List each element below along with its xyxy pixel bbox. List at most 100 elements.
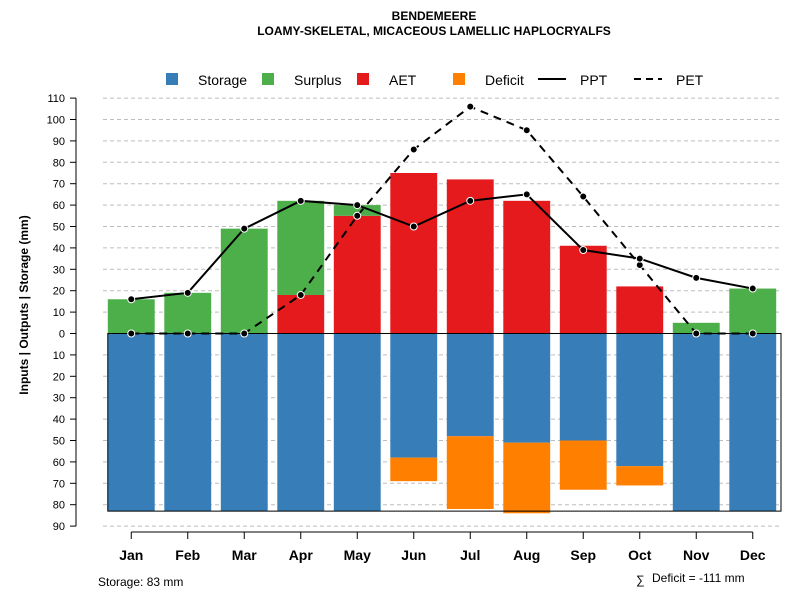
y-tick-label: 20 xyxy=(53,286,65,298)
bar-surplus xyxy=(220,228,268,334)
y-tick-label: 20 xyxy=(53,371,65,383)
bar-storage xyxy=(107,333,155,512)
bar-surplus xyxy=(672,322,720,334)
bar-deficit xyxy=(559,440,607,490)
ppt-point xyxy=(296,196,305,205)
y-axis-label: Inputs | Outputs | Storage (mm) xyxy=(17,215,31,394)
y-tick-label: 40 xyxy=(53,243,65,255)
bar-aet xyxy=(559,245,607,334)
bar-deficit xyxy=(616,466,664,486)
legend-label-surplus: Surplus xyxy=(294,72,341,88)
bar-aet xyxy=(503,200,551,334)
pet-point xyxy=(296,290,305,299)
x-tick-label: Jun xyxy=(401,547,426,563)
pet-point xyxy=(466,102,475,111)
legend-label-storage: Storage xyxy=(198,72,247,88)
ppt-point xyxy=(353,201,362,210)
y-tick-label: 70 xyxy=(53,478,65,490)
bar-surplus xyxy=(107,299,155,334)
bar-aet xyxy=(446,179,494,334)
pet-point xyxy=(353,211,362,220)
gridlines xyxy=(103,97,781,527)
bar-aet xyxy=(333,215,381,334)
pet-point xyxy=(183,329,192,338)
bar-deficit xyxy=(446,436,494,509)
y-tick-label: 90 xyxy=(53,521,65,533)
bar-surplus xyxy=(333,205,381,216)
bar-aet xyxy=(390,173,438,334)
y-tick-label: 50 xyxy=(53,436,65,448)
y-tick-label: 30 xyxy=(53,264,65,276)
chart-subtitle: LOAMY-SKELETAL, MICACEOUS LAMELLIC HAPLO… xyxy=(257,24,611,38)
ppt-point xyxy=(635,254,644,263)
pet-point xyxy=(409,145,418,154)
bar-storage xyxy=(503,333,551,443)
y-tick-label: 100 xyxy=(47,115,65,127)
bar-storage xyxy=(672,333,720,512)
x-tick-label: Nov xyxy=(683,547,710,563)
y-tick-label: 60 xyxy=(53,200,65,212)
bar-storage xyxy=(446,333,494,437)
pet-point xyxy=(240,329,249,338)
bar-deficit xyxy=(503,442,551,514)
pet-point xyxy=(692,329,701,338)
legend-swatch-deficit xyxy=(453,73,465,85)
chart-title: BENDEMEERE xyxy=(392,9,477,23)
y-tick-label: 110 xyxy=(47,93,65,105)
pet-point xyxy=(748,329,757,338)
bar-surplus xyxy=(277,200,325,295)
ppt-point xyxy=(409,222,418,231)
legend-label-pet: PET xyxy=(676,72,704,88)
y-tick-label: 70 xyxy=(53,179,65,191)
x-tick-label: Sep xyxy=(570,547,596,563)
y-tick-label: 10 xyxy=(53,350,65,362)
legend-label-deficit: Deficit xyxy=(485,72,524,88)
ppt-point xyxy=(748,284,757,293)
y-tick-label: 80 xyxy=(53,157,65,169)
ppt-point xyxy=(692,273,701,282)
x-tick-label: Feb xyxy=(175,547,200,563)
y-axis: 1101009080706050403020100102030405060708… xyxy=(47,93,77,533)
pet-point xyxy=(579,192,588,201)
legend-swatch-storage xyxy=(166,73,178,85)
legend: Storage Surplus AET Deficit PPT PET xyxy=(166,72,704,88)
legend-swatch-surplus xyxy=(262,73,274,85)
bar-storage xyxy=(333,333,381,512)
bar-storage xyxy=(390,333,438,458)
y-tick-label: 30 xyxy=(53,393,65,405)
bar-storage xyxy=(277,333,325,512)
ppt-point xyxy=(183,288,192,297)
bar-aet xyxy=(616,286,664,334)
y-tick-label: 50 xyxy=(53,222,65,234)
y-tick-label: 0 xyxy=(59,329,65,341)
ppt-point xyxy=(522,190,531,199)
bar-storage xyxy=(164,333,212,512)
pet-line xyxy=(131,105,753,335)
legend-label-aet: AET xyxy=(389,72,417,88)
legend-label-ppt: PPT xyxy=(580,72,608,88)
bar-surplus xyxy=(164,292,212,334)
bar-storage xyxy=(220,333,268,512)
bar-surplus xyxy=(729,288,777,334)
pet-point xyxy=(522,126,531,135)
pet-point xyxy=(127,329,136,338)
bar-deficit xyxy=(390,457,438,482)
ppt-point xyxy=(466,196,475,205)
y-tick-label: 10 xyxy=(53,307,65,319)
x-tick-label: Aug xyxy=(513,547,540,563)
series-lines xyxy=(127,102,757,338)
deficit-note: Deficit = -111 mm xyxy=(652,571,745,585)
ppt-point xyxy=(127,295,136,304)
bar-aet xyxy=(277,294,325,334)
sigma-symbol: ∑ xyxy=(636,573,645,587)
bar-storage xyxy=(616,333,664,467)
ppt-point xyxy=(579,246,588,255)
x-tick-label: Oct xyxy=(628,547,652,563)
ppt-line xyxy=(131,193,753,301)
storage-note: Storage: 83 mm xyxy=(98,575,183,589)
x-tick-label: Apr xyxy=(289,547,314,563)
x-tick-label: May xyxy=(344,547,371,563)
y-tick-label: 80 xyxy=(53,500,65,512)
bar-storage xyxy=(559,333,607,441)
